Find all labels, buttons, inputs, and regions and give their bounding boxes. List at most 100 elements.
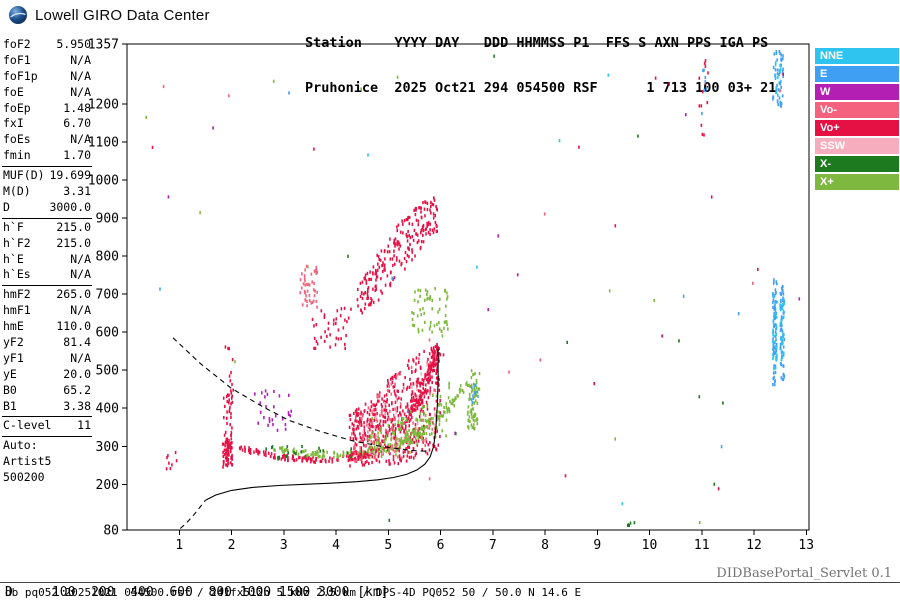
param-label: yF2 — [3, 335, 24, 350]
param-value: 215.0 — [56, 235, 91, 250]
svg-text:700: 700 — [96, 288, 119, 303]
param-value: 3.38 — [63, 398, 91, 413]
param-value: N/A — [70, 84, 91, 99]
svg-text:5: 5 — [384, 538, 392, 553]
param-label: h`F — [3, 219, 24, 234]
svg-text:1000: 1000 — [88, 173, 119, 188]
param-value: 11 — [77, 418, 91, 433]
param-value: N/A — [70, 68, 91, 83]
param-value: 1.48 — [63, 100, 91, 115]
param-value: 6.70 — [63, 116, 91, 131]
param-value: 215.0 — [56, 219, 91, 234]
param-row-yf1: yF1 N/A — [2, 351, 92, 367]
param-row-hmf2: hmF2 265.0 — [2, 287, 92, 303]
param-label: fmin — [3, 148, 31, 163]
param-value: 3000.0 — [49, 199, 91, 214]
brand-title: Lowell GIRO Data Center — [35, 6, 210, 24]
param-row-fof1p: foF1p N/A — [2, 69, 92, 85]
parameter-group: hmF2 265.0 hmF1 N/A hmE 110.0 yF2 81.4 yF1 N/A yE 2… — [2, 286, 92, 418]
svg-text:600: 600 — [96, 326, 119, 341]
svg-text:500: 500 — [96, 364, 119, 379]
status-line: db pq052 20251021 054500.rsf / 241fx512h… — [5, 586, 582, 599]
param-label: yE — [3, 366, 17, 381]
echo-legend: NNE E W Vo- Vo+ SSW X- X+ — [815, 48, 899, 192]
svg-text:1: 1 — [175, 538, 183, 553]
param-row-d: D 3000.0 — [2, 200, 92, 216]
svg-text:1100: 1100 — [88, 135, 119, 150]
param-row-hme: hmE 110.0 — [2, 319, 92, 335]
svg-text:13: 13 — [798, 538, 814, 553]
param-row-hmf1: hmF1 N/A — [2, 303, 92, 319]
param-label: M(D) — [3, 184, 31, 199]
ionogram-plot: 80 200 300 400 500 600 700 800 900 1000 1100 1200 13… — [88, 38, 814, 553]
parameter-group: h`F 215.0 h`F2 215.0 h`E N/A h`Es N/A — [2, 219, 92, 287]
param-label: foF1 — [3, 52, 31, 67]
param-label: MUF(D) — [3, 168, 45, 183]
param-value: 3.31 — [63, 184, 91, 199]
profile-line — [205, 348, 439, 501]
param-value: 20.0 — [63, 366, 91, 381]
param-value: 110.0 — [56, 319, 91, 334]
echo-points — [145, 50, 801, 527]
svg-text:400: 400 — [96, 402, 119, 417]
svg-text:300: 300 — [96, 440, 119, 455]
footer-divider — [0, 582, 900, 583]
param-label: foEs — [3, 132, 31, 147]
param-value: 65.2 — [63, 382, 91, 397]
param-row-foe: foE N/A — [2, 85, 92, 101]
svg-text:80: 80 — [103, 524, 119, 539]
param-value: 81.4 — [63, 335, 91, 350]
brand: Lowell GIRO Data Center — [8, 5, 210, 25]
param-value: N/A — [70, 251, 91, 266]
legend-item-vo: Vo+ — [815, 120, 899, 136]
svg-text:800: 800 — [96, 250, 119, 265]
parameter-group: Auto: Artist5 500200 — [2, 437, 92, 488]
muf-transmission-line — [172, 337, 426, 452]
svg-text:12: 12 — [746, 538, 762, 553]
param-row-fmin: fmin 1.70 — [2, 148, 92, 164]
param-row-fof2: foF2 5.950 — [2, 37, 92, 53]
param-label: foE — [3, 84, 24, 99]
station-header: Station YYYY DAY DDD HHMMSS P1 FFS S AXN… — [305, 6, 776, 126]
param-value: N/A — [70, 132, 91, 147]
svg-text:8: 8 — [541, 538, 549, 553]
param-row-foep: foEp 1.48 — [2, 101, 92, 117]
svg-text:10: 10 — [642, 538, 658, 553]
param-value: N/A — [70, 303, 91, 318]
svg-text:900: 900 — [96, 211, 119, 226]
legend-item-nne: NNE — [815, 48, 899, 64]
param-row-yf2: yF2 81.4 — [2, 335, 92, 351]
svg-text:1200: 1200 — [88, 97, 119, 112]
param-label: h`E — [3, 251, 24, 266]
param-row-b1: B1 3.38 — [2, 399, 92, 415]
param-label: foF1p — [3, 68, 38, 83]
svg-text:11: 11 — [694, 538, 710, 553]
param-row-md: M(D) 3.31 — [2, 184, 92, 200]
svg-text:200: 200 — [96, 478, 119, 493]
param-value: N/A — [70, 350, 91, 365]
param-label: yF1 — [3, 350, 24, 365]
param-row-he: h`E N/A — [2, 252, 92, 268]
param-label: hmF1 — [3, 303, 31, 318]
svg-text:7: 7 — [489, 538, 497, 553]
param-value: N/A — [70, 267, 91, 282]
station-header-columns: Station YYYY DAY DDD HHMMSS P1 FFS S AXN… — [305, 35, 769, 51]
param-label: hmF2 — [3, 287, 31, 302]
param-label: foF2 — [3, 37, 31, 51]
param-row-fof1: foF1 N/A — [2, 53, 92, 69]
param-label: hmE — [3, 319, 24, 334]
parameter-group: foF2 5.950 foF1 N/A foF1p N/A foE N/A foEp 1.48 fx… — [2, 36, 92, 168]
legend-item-vo: Vo- — [815, 102, 899, 118]
param-label: D — [3, 199, 10, 214]
svg-text:4: 4 — [332, 538, 340, 553]
param-label: fxI — [3, 116, 24, 131]
param-value: 265.0 — [56, 287, 91, 302]
param-row-hf: h`F 215.0 — [2, 220, 92, 236]
param-value: 5.950 — [56, 37, 91, 51]
d-muf-table: D 100 200 400 600 800 1000 1500 3000 [km… — [5, 555, 396, 600]
param-row-b0: B0 65.2 — [2, 383, 92, 399]
svg-text:6: 6 — [437, 538, 445, 553]
param-label: B1 — [3, 398, 17, 413]
param-row-mufd: MUF(D) 19.699 — [2, 168, 92, 184]
